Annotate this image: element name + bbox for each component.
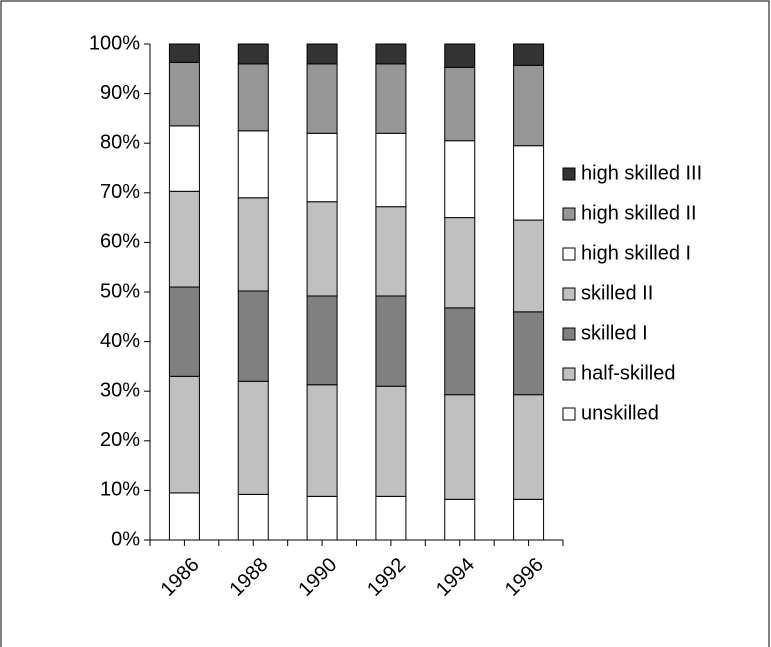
y-tick-label: 50%	[100, 280, 140, 302]
x-tick-label: 1992	[363, 554, 410, 601]
bar-segment	[375, 206, 407, 297]
y-tick-label: 40%	[100, 330, 140, 352]
y-tick-label: 100%	[89, 32, 140, 54]
legend-swatch	[562, 167, 576, 181]
bar-segment	[513, 394, 545, 500]
bar-segment	[237, 290, 269, 382]
bar-segment	[237, 130, 269, 199]
bar-segment	[237, 493, 269, 541]
bar-segment	[513, 145, 545, 221]
legend-label: unskilled	[581, 402, 659, 424]
legend-swatch	[562, 327, 576, 341]
legend-swatch	[562, 247, 576, 261]
bar-segment	[375, 132, 407, 208]
bar-segment	[444, 140, 476, 219]
bar-segment	[237, 63, 269, 132]
legend-label: skilled II	[581, 282, 653, 304]
bar-segment	[168, 125, 200, 192]
legend-label: high skilled III	[581, 162, 702, 184]
bar-segment	[306, 295, 338, 386]
legend-swatch	[562, 207, 576, 221]
y-tick-label: 30%	[100, 379, 140, 401]
bar-segment	[513, 219, 545, 313]
bar-segment	[375, 63, 407, 134]
bar-segment	[168, 492, 200, 541]
bar-segment	[237, 43, 269, 65]
bar-segment	[168, 375, 200, 494]
bar-segment	[306, 201, 338, 297]
legend-label: high skilled I	[581, 242, 691, 264]
bar-segment	[306, 43, 338, 65]
legend-swatch	[562, 407, 576, 421]
bar-segment	[375, 385, 407, 497]
legend-swatch	[562, 287, 576, 301]
bar-segment	[375, 295, 407, 387]
y-tick-label: 60%	[100, 231, 140, 253]
bar-segment	[375, 495, 407, 541]
x-tick-label: 1994	[432, 554, 479, 601]
bar-segment	[444, 43, 476, 68]
y-tick-label: 20%	[100, 429, 140, 451]
bar-segment	[306, 132, 338, 203]
bar-segment	[375, 43, 407, 65]
bar-segment	[513, 311, 545, 396]
bar-segment	[444, 498, 476, 541]
y-tick-label: 90%	[100, 82, 140, 104]
bar-segment	[237, 380, 269, 495]
bar-segment	[168, 286, 200, 377]
bar-segment	[513, 498, 545, 541]
legend-label: high skilled II	[581, 202, 697, 224]
x-tick-label: 1988	[225, 554, 272, 601]
bar-segment	[444, 394, 476, 500]
y-tick-label: 10%	[100, 479, 140, 501]
bar-segment	[306, 495, 338, 541]
y-tick-label: 0%	[111, 528, 140, 550]
y-tick-label: 70%	[100, 181, 140, 203]
legend-label: skilled I	[581, 322, 648, 344]
bar-segment	[306, 63, 338, 134]
x-tick-label: 1990	[294, 554, 341, 601]
bar-segment	[444, 307, 476, 396]
x-tick-label: 1996	[501, 554, 548, 601]
bar-segment	[168, 43, 200, 63]
legend-label: half-skilled	[581, 362, 675, 384]
bar-segment	[306, 384, 338, 497]
bar-segment	[168, 190, 200, 288]
bar-segment	[444, 66, 476, 142]
bar-segment	[513, 43, 545, 66]
bar-segment	[444, 217, 476, 309]
legend-swatch	[562, 367, 576, 381]
bar-segment	[168, 61, 200, 127]
bar-segment	[237, 197, 269, 292]
x-tick-label: 1986	[157, 554, 204, 601]
y-tick-label: 80%	[100, 131, 140, 153]
bar-segment	[513, 64, 545, 147]
